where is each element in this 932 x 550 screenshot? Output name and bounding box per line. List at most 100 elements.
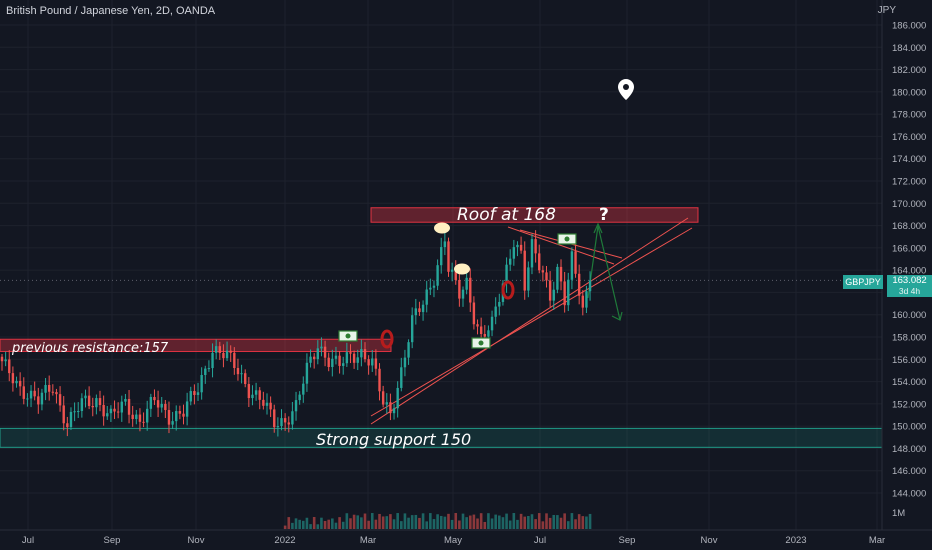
candle-body[interactable] (443, 241, 447, 248)
candle-body[interactable] (280, 418, 283, 427)
candle-body[interactable] (440, 247, 443, 266)
candle-body[interactable] (193, 391, 196, 395)
candle-body[interactable] (62, 405, 65, 424)
candle-body[interactable] (11, 373, 15, 384)
candle-body[interactable] (425, 289, 428, 305)
candle-body[interactable] (381, 391, 385, 405)
candle-body[interactable] (349, 352, 352, 354)
candle-body[interactable] (469, 277, 472, 303)
candle-body[interactable] (185, 401, 189, 417)
candle-body[interactable] (120, 401, 123, 413)
candle-body[interactable] (309, 356, 312, 363)
candle-body[interactable] (116, 411, 120, 413)
candle-body[interactable] (581, 295, 584, 308)
candle-body[interactable] (283, 418, 287, 423)
candle-body[interactable] (494, 306, 497, 317)
candle-body[interactable] (98, 398, 102, 405)
candle-body[interactable] (22, 386, 25, 399)
candle-body[interactable] (352, 353, 356, 363)
candle-body[interactable] (240, 373, 243, 375)
candle-body[interactable] (80, 398, 84, 412)
candle-body[interactable] (559, 266, 563, 282)
time-axis[interactable]: Jul Sep Nov 2022 Mar May Jul Sep Nov 2023 Mar (0, 529, 932, 546)
candle-body[interactable] (273, 409, 276, 428)
candle-body[interactable] (254, 390, 258, 395)
candle-body[interactable] (15, 380, 18, 384)
candle-body[interactable] (276, 426, 280, 428)
candle-body[interactable] (182, 413, 185, 417)
candle-body[interactable] (127, 398, 131, 415)
candle-body[interactable] (113, 408, 116, 412)
candle-body[interactable] (244, 373, 247, 385)
candle-body[interactable] (189, 391, 192, 402)
candle-body[interactable] (421, 304, 425, 313)
candle-body[interactable] (356, 357, 359, 363)
candle-body[interactable] (545, 272, 548, 281)
candle-body[interactable] (487, 330, 490, 337)
candle-body[interactable] (298, 394, 301, 401)
candle-body[interactable] (233, 352, 236, 369)
candle-body[interactable] (211, 352, 214, 369)
candle-body[interactable] (498, 301, 501, 307)
candle-body[interactable] (142, 421, 145, 423)
candle-body[interactable] (331, 358, 334, 367)
candle-body[interactable] (84, 395, 87, 399)
candle-body[interactable] (77, 411, 80, 413)
candle-body[interactable] (305, 362, 309, 384)
candle-body[interactable] (338, 355, 341, 366)
candle-body[interactable] (523, 250, 526, 291)
candle-body[interactable] (563, 281, 566, 306)
candle-body[interactable] (465, 277, 468, 290)
candle-body[interactable] (509, 258, 512, 265)
candle-body[interactable] (87, 395, 91, 406)
candle-body[interactable] (461, 289, 465, 299)
candle-body[interactable] (516, 244, 519, 248)
candle-body[interactable] (479, 326, 483, 335)
candle-body[interactable] (47, 384, 51, 392)
candle-body[interactable] (95, 398, 98, 408)
candle-body[interactable] (4, 359, 7, 362)
candle-body[interactable] (534, 239, 537, 254)
candle-body[interactable] (44, 384, 47, 393)
candle-body[interactable] (33, 390, 36, 397)
candle-body[interactable] (175, 411, 178, 422)
candle-body[interactable] (320, 346, 323, 349)
candle-body[interactable] (454, 269, 457, 280)
candle-body[interactable] (236, 368, 240, 375)
candle-body[interactable] (200, 375, 203, 393)
candle-body[interactable] (556, 266, 559, 290)
candle-body[interactable] (178, 411, 182, 414)
candle-body[interactable] (585, 291, 588, 308)
candle-body[interactable] (225, 350, 229, 359)
candle-body[interactable] (418, 308, 421, 313)
candle-body[interactable] (106, 413, 109, 417)
candle-body[interactable] (302, 383, 305, 395)
candle-body[interactable] (146, 408, 149, 423)
candle-body[interactable] (519, 244, 523, 251)
candle-body[interactable] (124, 398, 127, 402)
candle-body[interactable] (327, 357, 330, 367)
candle-body[interactable] (360, 349, 363, 358)
candle-body[interactable] (37, 396, 40, 405)
candle-body[interactable] (29, 390, 33, 399)
candle-body[interactable] (66, 423, 69, 428)
candle-body[interactable] (548, 280, 552, 301)
candle-body[interactable] (367, 359, 370, 366)
candle-body[interactable] (135, 414, 138, 420)
candle-body[interactable] (334, 355, 338, 359)
candle-body[interactable] (26, 398, 29, 400)
candle-body[interactable] (342, 363, 345, 366)
candle-body[interactable] (392, 408, 396, 414)
candle-body[interactable] (18, 380, 22, 387)
candle-body[interactable] (251, 394, 254, 399)
candle-body[interactable] (265, 402, 269, 406)
candle-body[interactable] (570, 251, 574, 280)
candle-body[interactable] (58, 394, 62, 406)
candle-body[interactable] (138, 414, 142, 422)
candle-body[interactable] (414, 308, 418, 316)
candle-body[interactable] (69, 411, 73, 428)
candle-body[interactable] (490, 316, 494, 331)
candle-body[interactable] (0, 356, 4, 362)
candle-body[interactable] (400, 367, 403, 388)
